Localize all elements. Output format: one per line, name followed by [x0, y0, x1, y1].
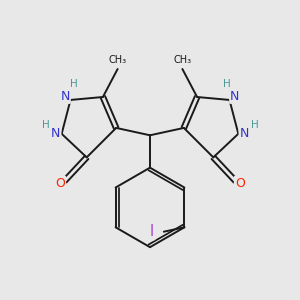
- Text: O: O: [55, 177, 65, 190]
- Text: N: N: [230, 90, 239, 103]
- Text: N: N: [51, 127, 61, 140]
- Text: H: H: [70, 79, 77, 89]
- Text: O: O: [235, 177, 245, 190]
- Text: CH₃: CH₃: [173, 55, 191, 65]
- Text: N: N: [239, 127, 249, 140]
- Text: H: H: [223, 79, 230, 89]
- Text: H: H: [251, 120, 258, 130]
- Text: N: N: [61, 90, 70, 103]
- Text: I: I: [150, 224, 154, 239]
- Text: CH₃: CH₃: [109, 55, 127, 65]
- Text: H: H: [42, 120, 49, 130]
